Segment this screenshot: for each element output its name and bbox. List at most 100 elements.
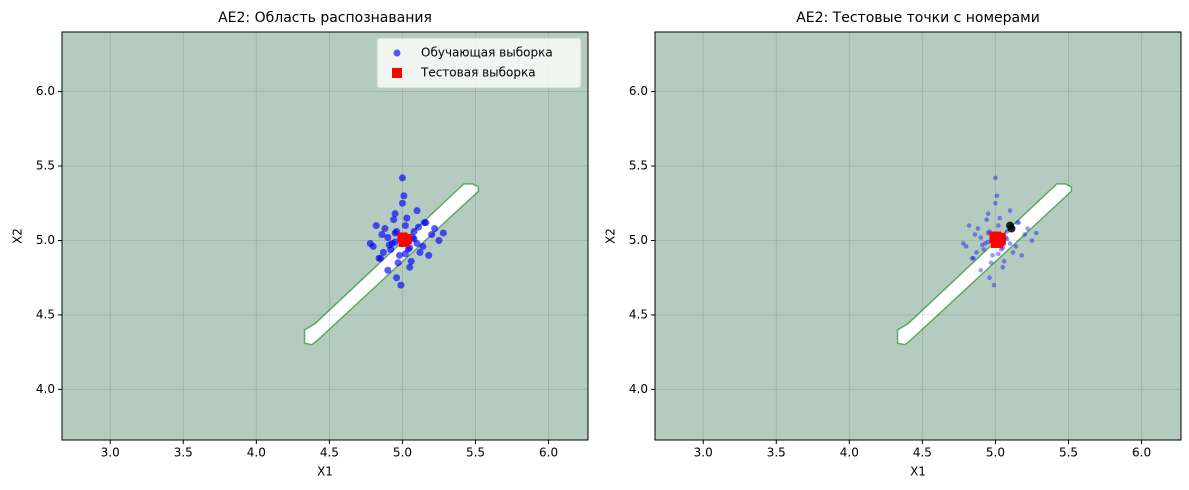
data-point xyxy=(982,241,988,246)
data-point xyxy=(972,232,978,237)
data-point xyxy=(422,219,430,227)
data-point xyxy=(990,253,995,258)
data-point xyxy=(1015,220,1020,225)
data-point xyxy=(985,239,991,245)
data-point xyxy=(966,223,972,228)
x-tick-label: 5.5 xyxy=(1059,446,1078,460)
data-point xyxy=(413,207,421,215)
data-point xyxy=(397,281,405,289)
data-point xyxy=(401,222,409,230)
data-point xyxy=(1013,244,1019,249)
data-point xyxy=(407,257,415,265)
data-point xyxy=(1000,264,1006,270)
data-point xyxy=(979,242,985,248)
x-tick-label: 5.5 xyxy=(466,446,485,460)
y-tick-label: 4.0 xyxy=(629,382,648,396)
x-tick-label: 6.0 xyxy=(1132,446,1151,460)
y-tick-label: 4.0 xyxy=(36,382,55,396)
data-point xyxy=(391,210,399,218)
data-point xyxy=(398,199,406,207)
data-point xyxy=(975,226,981,231)
data-point xyxy=(1001,259,1007,264)
data-point xyxy=(984,217,989,222)
data-point xyxy=(1025,226,1030,231)
data-point xyxy=(1029,238,1035,243)
x-tick-label: 3.5 xyxy=(174,446,193,460)
data-point xyxy=(428,231,436,239)
plot-frame xyxy=(654,31,1182,441)
data-point xyxy=(404,245,412,253)
data-point xyxy=(985,211,991,216)
y-tick-label: 6.0 xyxy=(36,84,55,98)
data-point xyxy=(1034,230,1039,236)
data-point xyxy=(996,251,1001,257)
test-point xyxy=(990,235,1003,248)
data-point xyxy=(384,233,392,241)
data-point xyxy=(991,282,997,288)
legend-label: Обучающая выборка xyxy=(421,46,553,60)
data-point xyxy=(419,242,427,250)
data-point xyxy=(396,251,404,259)
x-tick-label: 4.5 xyxy=(913,446,932,460)
data-point xyxy=(1004,236,1010,242)
data-point xyxy=(425,251,433,259)
x-tick-label: 3.0 xyxy=(694,446,713,460)
x-tick-label: 4.0 xyxy=(247,446,266,460)
y-tick-label: 5.5 xyxy=(629,159,648,173)
data-point xyxy=(379,248,387,256)
plot-background xyxy=(62,32,588,440)
x-tick-label: 4.5 xyxy=(320,446,339,460)
data-point xyxy=(978,267,984,273)
data-point xyxy=(439,229,447,237)
data-point xyxy=(372,222,380,230)
y-tick-label: 4.5 xyxy=(629,307,648,321)
recognition-region xyxy=(896,183,1073,346)
data-point xyxy=(435,236,443,244)
data-point xyxy=(985,230,991,236)
x-axis-label: X1 xyxy=(910,465,926,479)
y-axis-label: X2 xyxy=(604,228,618,244)
data-point xyxy=(971,256,976,261)
test-point xyxy=(398,236,409,247)
data-point xyxy=(375,254,383,262)
x-tick-label: 4.0 xyxy=(840,446,859,460)
data-point xyxy=(993,175,998,181)
data-point xyxy=(978,235,984,240)
legend-marker xyxy=(393,49,401,57)
data-point xyxy=(960,241,966,246)
data-point xyxy=(993,200,998,206)
x-tick-label: 5.0 xyxy=(986,446,1005,460)
x-tick-label: 3.5 xyxy=(767,446,786,460)
data-point xyxy=(981,247,987,252)
data-point xyxy=(400,192,408,200)
data-point xyxy=(385,241,393,249)
y-tick-label: 6.0 xyxy=(629,84,648,98)
recognition-region xyxy=(303,183,480,346)
data-point xyxy=(998,247,1004,252)
data-point xyxy=(410,235,418,243)
data-point xyxy=(1007,241,1013,246)
data-point xyxy=(1019,253,1025,258)
legend-box xyxy=(376,37,582,89)
data-point xyxy=(406,263,414,271)
data-point xyxy=(415,223,423,231)
data-point xyxy=(1010,250,1016,255)
data-point xyxy=(416,248,424,256)
data-point xyxy=(378,231,386,239)
legend-marker xyxy=(392,68,402,78)
chart-title: AE2: Тестовые точки с номерами xyxy=(796,10,1040,26)
data-point xyxy=(390,216,398,224)
data-point xyxy=(410,228,418,236)
plot-background xyxy=(655,32,1181,440)
data-point xyxy=(394,259,402,267)
plot-frame xyxy=(61,31,589,441)
legend-label: Тестовая выборка xyxy=(420,66,536,80)
y-tick-label: 5.5 xyxy=(36,159,55,173)
y-tick-label: 5.0 xyxy=(629,233,648,247)
chart-title: AE2: Область распознавания xyxy=(218,10,432,26)
data-point xyxy=(403,214,411,222)
y-tick-label: 4.5 xyxy=(36,307,55,321)
data-point xyxy=(431,225,439,233)
data-point xyxy=(974,250,979,255)
